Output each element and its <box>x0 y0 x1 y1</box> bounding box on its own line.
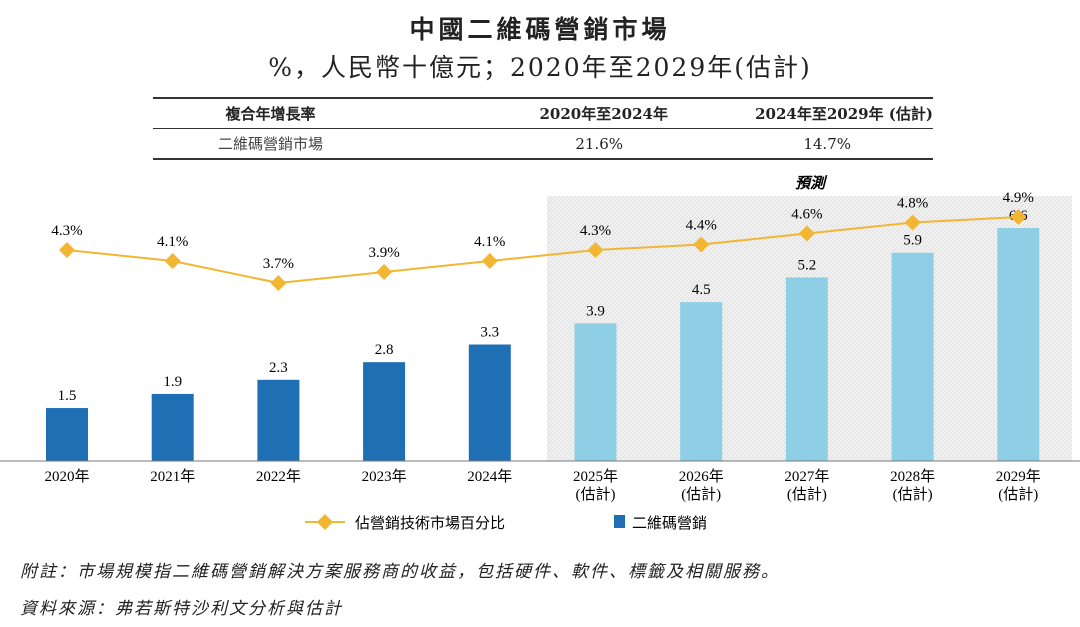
x-tick-label: 2024年 <box>467 468 512 485</box>
line-point <box>1010 209 1027 225</box>
x-tick-label: 2022年 <box>256 468 301 485</box>
table-header: 2020年至2024年 <box>539 105 669 123</box>
line-value-label: 4.1% <box>474 234 505 250</box>
bar-value-label: 3.9 <box>586 303 605 319</box>
line-point <box>481 253 498 269</box>
line-point <box>587 242 604 258</box>
source-note: 資料來源：弗若斯特沙利文分析與估計 <box>20 599 343 619</box>
footnote: 附註：市場規模指二維碼營銷解決方案服務商的收益，包括硬件、軟件、標籤及相關服務。 <box>20 562 780 582</box>
forecast-label: 預測 <box>795 175 828 192</box>
line-point <box>904 214 921 231</box>
line-value-label: 4.3% <box>51 223 82 239</box>
table-row: 二維碼營銷市場 21.6% 14.7% <box>153 129 933 159</box>
bar-value-label: 1.9 <box>163 374 182 390</box>
bar-value-label: 5.2 <box>798 257 817 273</box>
line-series <box>66 216 1019 285</box>
x-tick-label: 2029年 <box>996 468 1041 485</box>
x-tick-label: (估計) <box>681 486 721 503</box>
bar <box>891 252 934 461</box>
x-tick-label: 2028年 <box>890 468 935 485</box>
line-point <box>270 275 287 291</box>
bar <box>46 408 88 461</box>
bar <box>680 302 723 461</box>
legend-diamond-icon <box>317 514 333 530</box>
x-tick-label: (估計) <box>787 486 827 503</box>
bar <box>257 379 300 461</box>
line-value-label: 4.9% <box>1003 190 1034 206</box>
line-value-label: 3.7% <box>263 256 294 272</box>
line-point <box>693 236 710 253</box>
bar <box>574 323 617 461</box>
table-header: 複合年增長率 <box>225 105 316 123</box>
bar <box>997 228 1040 461</box>
bar <box>468 344 511 461</box>
line-point <box>164 253 181 269</box>
x-tick-label: (估計) <box>998 486 1038 503</box>
cagr-table: 複合年增長率 2020年至2024年 2024年至2029年 (估計) 二維碼營… <box>153 97 933 160</box>
bar <box>785 277 828 461</box>
line-value-label: 3.9% <box>368 245 399 261</box>
line-value-label: 4.8% <box>897 196 928 212</box>
table-header-row: 複合年增長率 2020年至2024年 2024年至2029年 (估計) <box>153 98 933 129</box>
legend: 佔營銷技術市場百分比 二維碼營銷 <box>305 514 707 532</box>
legend-bar-label: 二維碼營銷 <box>632 515 707 532</box>
x-tick-label: (估計) <box>893 486 933 503</box>
x-tick-label: 2023年 <box>362 468 407 485</box>
chart-subtitle: %，人民幣十億元；2020年至2029年(估計) <box>268 53 812 82</box>
x-tick-label: 2026年 <box>679 468 724 485</box>
table-cell: 21.6% <box>575 134 623 153</box>
bar-value-label: 2.8 <box>375 342 394 358</box>
line-point <box>798 225 815 242</box>
x-tick-label: 2025年 <box>573 468 618 485</box>
bar-value-label: 2.3 <box>269 360 288 376</box>
line-point <box>376 264 393 280</box>
bar <box>363 362 406 461</box>
x-tick-label: 2020年 <box>44 468 89 485</box>
line-value-label: 4.3% <box>580 223 611 239</box>
legend-line-label: 佔營銷技術市場百分比 <box>355 515 505 532</box>
line-value-label: 4.1% <box>157 234 188 250</box>
bar-value-label: 4.5 <box>692 282 711 298</box>
legend-bar-swatch <box>614 515 625 528</box>
bar-value-label: 3.3 <box>480 325 499 341</box>
bar-value-label: 1.5 <box>58 388 77 404</box>
chart-title: 中國二維碼營銷市場 <box>409 15 671 44</box>
bar-value-label: 5.9 <box>903 233 922 249</box>
line-value-label: 4.6% <box>791 207 822 223</box>
table-header: 2024年至2029年 (估計) <box>755 105 933 123</box>
x-tick-label: 2021年 <box>150 468 195 485</box>
table-cell: 二維碼營銷市場 <box>217 135 323 153</box>
line-point <box>59 242 75 258</box>
bar <box>151 393 194 461</box>
table-cell: 14.7% <box>803 134 851 153</box>
x-tick-label: 2027年 <box>784 468 829 485</box>
x-tick-label: (估計) <box>576 486 616 503</box>
line-value-label: 4.4% <box>686 218 717 234</box>
